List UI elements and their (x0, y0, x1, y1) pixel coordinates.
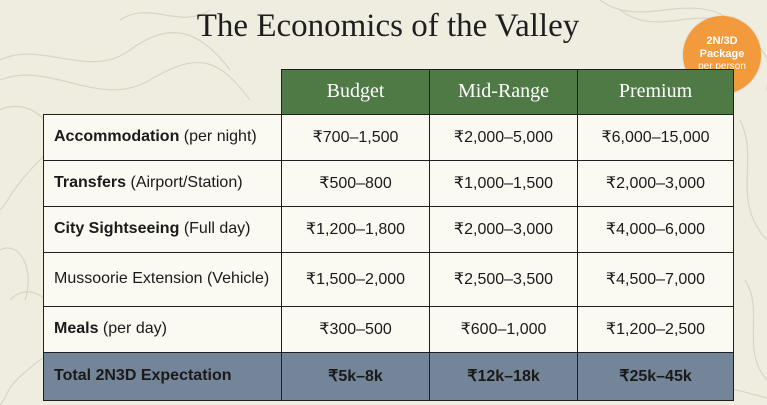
table-cell: ₹600–1,000 (429, 305, 578, 353)
table-row: City Sightseeing (Full day) ₹1,200–1,800… (43, 205, 734, 253)
total-cell: ₹25k–45k (577, 351, 734, 401)
page-title: The Economics of the Valley (196, 8, 580, 44)
table-cell: ₹1,500–2,000 (281, 251, 430, 307)
header-premium: Premium (577, 69, 734, 115)
row-label-sub: (per day) (102, 320, 167, 337)
table-cell: ₹700–1,500 (281, 113, 430, 161)
cost-table: Budget Mid-Range Premium Accommodation (… (43, 69, 734, 401)
table-cell: ₹2,000–3,000 (429, 205, 578, 253)
table-row: Meals (per day) ₹300–500 ₹600–1,000 ₹1,2… (43, 305, 734, 353)
header-budget: Budget (281, 69, 430, 115)
table-cell: ₹2,000–5,000 (429, 113, 578, 161)
table-cell: ₹2,500–3,500 (429, 251, 578, 307)
row-label-accommodation: Accommodation (per night) (43, 113, 282, 161)
table-cell: ₹1,200–1,800 (281, 205, 430, 253)
table-cell: ₹2,000–3,000 (577, 159, 734, 207)
row-label-mussoorie-extension: Mussoorie Extension (Vehicle) (43, 251, 282, 307)
table-cell: ₹1,200–2,500 (577, 305, 734, 353)
table-cell: ₹300–500 (281, 305, 430, 353)
total-cell: ₹12k–18k (429, 351, 578, 401)
row-label-main: Meals (54, 320, 99, 337)
row-label-transfers: Transfers (Airport/Station) (43, 159, 282, 207)
header-blank-cell (44, 70, 282, 115)
row-label-main: Transfers (54, 174, 127, 191)
badge-line-1: 2N/3D (706, 35, 738, 47)
table-row: Accommodation (per night) ₹700–1,500 ₹2,… (43, 113, 734, 161)
row-label-meals: Meals (per day) (43, 305, 282, 353)
row-label-main: Accommodation (54, 128, 180, 145)
row-label-sub: (Full day) (183, 220, 251, 237)
badge-line-3: per person (698, 61, 746, 72)
table-row: Mussoorie Extension (Vehicle) ₹1,500–2,0… (43, 251, 734, 307)
row-label-main: City Sightseeing (54, 220, 180, 237)
header-row: Budget Mid-Range Premium (44, 69, 734, 115)
table-cell: ₹4,500–7,000 (577, 251, 734, 307)
row-label-sub: (per night) (183, 128, 257, 145)
total-cell: ₹5k–8k (281, 351, 430, 401)
row-label-sub: (Airport/Station) (130, 174, 243, 191)
table-cell: ₹1,000–1,500 (429, 159, 578, 207)
row-label-city-sightseeing: City Sightseeing (Full day) (43, 205, 282, 253)
table-row: Transfers (Airport/Station) ₹500–800 ₹1,… (43, 159, 734, 207)
total-label: Total 2N3D Expectation (43, 351, 282, 401)
total-row: Total 2N3D Expectation ₹5k–8k ₹12k–18k ₹… (43, 351, 734, 401)
table-cell: ₹6,000–15,000 (577, 113, 734, 161)
header-mid-range: Mid-Range (429, 69, 578, 115)
table-cell: ₹500–800 (281, 159, 430, 207)
badge-line-2: Package (699, 48, 745, 60)
table-cell: ₹4,000–6,000 (577, 205, 734, 253)
